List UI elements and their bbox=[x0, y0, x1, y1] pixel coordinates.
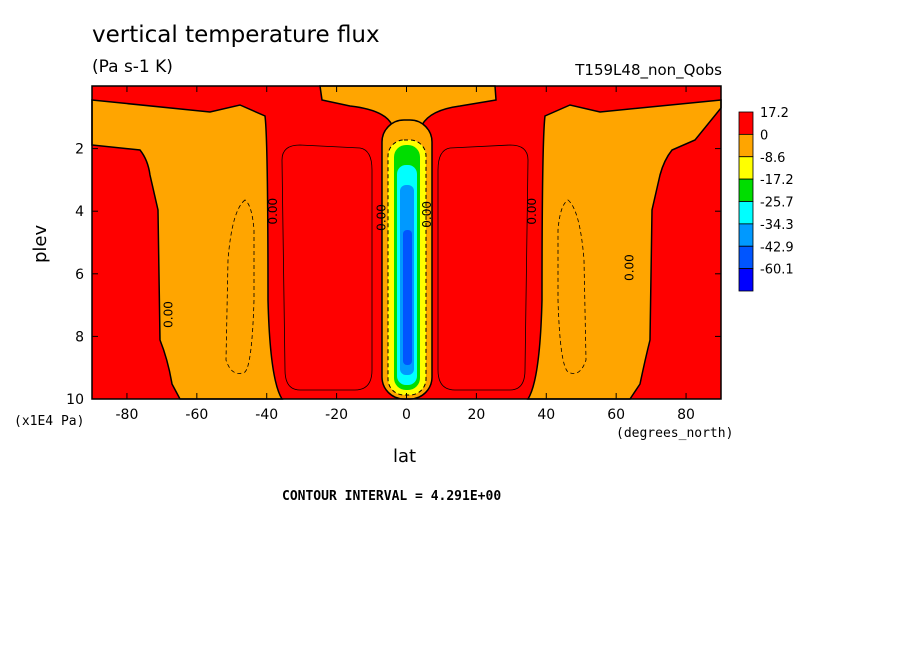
colorbar-swatch bbox=[738, 156, 754, 180]
colorbar-swatch bbox=[738, 201, 754, 225]
colorbar-swatch bbox=[738, 111, 754, 135]
colorbar-label: 17.2 bbox=[760, 106, 789, 121]
colorbar-label: -34.3 bbox=[760, 218, 794, 233]
colorbar-label: 0 bbox=[760, 128, 768, 143]
negative-region-south bbox=[91, 99, 284, 400]
contour-interval-text: CONTOUR INTERVAL = 4.291E+00 bbox=[282, 489, 502, 504]
x-tick-label: 80 bbox=[677, 407, 695, 423]
y-unit-label: (x1E4 Pa) bbox=[14, 414, 85, 429]
colorbar-swatch bbox=[738, 268, 754, 292]
colorbar-label: -60.1 bbox=[760, 263, 794, 278]
y-tick-label: 4 bbox=[75, 204, 84, 220]
colorbar-swatch bbox=[738, 133, 754, 158]
contour-label: 0.00 bbox=[623, 254, 637, 281]
x-tick-label: -80 bbox=[116, 407, 139, 423]
chart-title: vertical temperature flux bbox=[92, 22, 380, 48]
x-tick-label: -60 bbox=[185, 407, 208, 423]
case-label: T159L48_non_Qobs bbox=[575, 61, 722, 79]
x-tick-label: 40 bbox=[537, 407, 555, 423]
x-axis-label: lat bbox=[393, 446, 417, 467]
dashed-contour-north bbox=[557, 199, 587, 374]
x-tick-label: -40 bbox=[255, 407, 278, 423]
colorbar-label: -8.6 bbox=[760, 151, 785, 166]
y-axis: 2 4 6 8 10 bbox=[66, 142, 721, 408]
x-unit-label: (degrees_north) bbox=[616, 426, 734, 441]
x-axis: -80 -60 -40 -20 0 20 40 60 80 bbox=[116, 86, 695, 423]
chart-units: (Pa s-1 K) bbox=[92, 57, 173, 77]
colorbar: 17.2 0 -8.6 -17.2 -25.7 -34.3 -42.9 -60.1 bbox=[738, 106, 794, 292]
y-tick-label: 10 bbox=[66, 392, 84, 408]
plot-area: 0.00 0.00 0.00 0.00 0.00 0.00 bbox=[91, 85, 722, 400]
contour-label: 0.00 bbox=[525, 198, 539, 225]
colorbar-swatch bbox=[738, 245, 754, 270]
equatorial-column-deep-blue bbox=[403, 230, 412, 365]
negative-region-north bbox=[526, 99, 722, 400]
contour-label: 0.00 bbox=[375, 204, 389, 231]
x-tick-label: 60 bbox=[607, 407, 625, 423]
y-tick-label: 6 bbox=[75, 267, 84, 283]
contour-line-north-inner bbox=[437, 144, 529, 391]
x-tick-label: -20 bbox=[325, 407, 348, 423]
colorbar-swatch bbox=[738, 178, 754, 202]
contour-line-south-inner bbox=[281, 144, 373, 391]
contour-label: 0.00 bbox=[266, 198, 280, 225]
y-tick-label: 2 bbox=[75, 142, 84, 158]
colorbar-swatch bbox=[738, 223, 754, 247]
y-tick-label: 8 bbox=[75, 329, 84, 345]
x-tick-label: 20 bbox=[467, 407, 485, 423]
colorbar-label: -25.7 bbox=[760, 196, 794, 211]
x-tick-label: 0 bbox=[402, 407, 411, 423]
contour-label: 0.00 bbox=[420, 201, 434, 228]
dashed-contour-south bbox=[225, 199, 255, 374]
colorbar-label: -42.9 bbox=[760, 240, 794, 255]
contour-label: 0.00 bbox=[161, 301, 175, 328]
colorbar-label: -17.2 bbox=[760, 173, 794, 188]
